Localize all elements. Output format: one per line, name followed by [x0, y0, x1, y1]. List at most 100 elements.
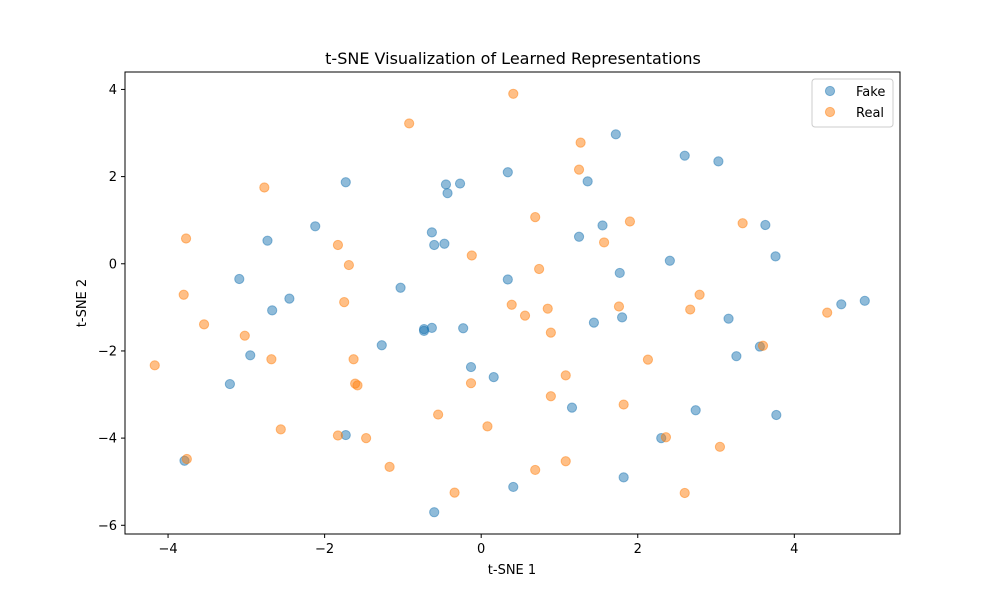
y-axis-title: t-SNE 2 — [75, 279, 90, 327]
point-fake — [597, 220, 608, 231]
point-fake — [713, 156, 724, 167]
point-fake — [770, 251, 781, 262]
point-real — [465, 378, 477, 389]
point-real — [466, 250, 477, 261]
plot-area-frame — [124, 71, 901, 535]
point-fake — [458, 323, 469, 334]
point-real — [348, 354, 359, 365]
point-real — [530, 212, 541, 223]
point-real — [275, 424, 286, 435]
x-tick-label: 0 — [477, 542, 485, 557]
point-real — [332, 239, 344, 251]
point-fake — [723, 313, 734, 324]
x-tick-label: −2 — [315, 542, 334, 557]
point-real — [198, 319, 210, 330]
y-axis-ticks: −6 −4 −2 0 2 4 — [98, 83, 125, 534]
legend-marker-real — [824, 106, 836, 118]
points-layer — [149, 88, 870, 518]
point-fake — [429, 507, 440, 518]
point-real — [482, 421, 493, 432]
point-real — [343, 259, 354, 271]
point-fake — [234, 273, 245, 285]
legend-label-fake: Fake — [856, 85, 885, 100]
point-fake — [395, 282, 406, 293]
point-fake — [566, 402, 578, 413]
x-axis-title: t-SNE 1 — [488, 563, 536, 578]
point-fake — [267, 305, 278, 316]
chart-title: t-SNE Visualization of Learned Represent… — [325, 49, 701, 68]
point-fake — [340, 177, 351, 188]
point-real — [332, 430, 344, 441]
y-tick-label: 0 — [109, 257, 117, 272]
point-fake — [771, 409, 782, 421]
point-real — [573, 164, 585, 175]
point-real — [433, 409, 444, 420]
point-fake — [859, 295, 870, 306]
point-fake — [284, 293, 295, 304]
point-fake — [618, 472, 629, 483]
point-real — [575, 137, 586, 148]
y-tick-label: −4 — [98, 432, 117, 447]
point-real — [449, 487, 460, 498]
point-real — [339, 297, 350, 308]
point-real — [519, 310, 531, 321]
point-fake — [224, 378, 235, 390]
point-fake — [616, 312, 628, 323]
legend-marker-fake — [824, 85, 836, 97]
point-real — [180, 233, 192, 244]
point-fake — [376, 340, 387, 351]
point-real — [545, 391, 556, 402]
point-fake — [836, 299, 847, 310]
point-real — [618, 399, 629, 410]
point-real — [149, 360, 160, 371]
point-real — [404, 118, 415, 129]
point-fake — [614, 267, 625, 279]
point-fake — [502, 274, 513, 285]
y-tick-label: −6 — [98, 519, 117, 534]
point-real — [613, 301, 625, 312]
y-tick-label: 2 — [109, 170, 117, 185]
point-fake — [245, 350, 256, 361]
point-real — [545, 327, 556, 338]
point-fake — [502, 167, 513, 178]
point-real — [266, 354, 277, 365]
point-real — [361, 433, 372, 444]
point-real — [178, 289, 189, 300]
point-real — [685, 304, 696, 315]
point-fake — [508, 481, 519, 493]
point-fake — [690, 405, 701, 416]
point-real — [714, 441, 726, 452]
point-fake — [440, 179, 452, 190]
point-fake — [588, 317, 600, 328]
point-real — [259, 182, 270, 193]
point-fake — [573, 231, 585, 242]
point-fake — [488, 371, 499, 383]
point-fake — [731, 351, 742, 362]
point-real — [737, 218, 748, 229]
y-tick-label: 4 — [109, 83, 117, 98]
point-real — [642, 354, 654, 365]
x-tick-label: −4 — [158, 542, 177, 557]
point-real — [506, 299, 517, 310]
point-real — [822, 307, 833, 318]
point-real — [560, 370, 571, 381]
point-fake — [454, 178, 466, 189]
x-axis-ticks: −4 −2 0 2 4 — [158, 534, 798, 557]
point-real — [239, 330, 250, 341]
point-real — [384, 461, 395, 472]
point-real — [598, 237, 610, 248]
point-fake — [465, 361, 477, 373]
point-real — [530, 464, 541, 476]
point-fake — [262, 235, 273, 246]
point-real — [352, 380, 363, 391]
point-real — [624, 216, 636, 227]
point-real — [534, 263, 545, 275]
point-fake — [664, 255, 675, 266]
point-fake — [426, 227, 437, 238]
point-fake — [679, 150, 690, 161]
x-tick-label: 4 — [790, 542, 798, 557]
point-fake — [760, 219, 771, 231]
point-fake — [442, 188, 453, 199]
point-fake — [582, 176, 593, 187]
